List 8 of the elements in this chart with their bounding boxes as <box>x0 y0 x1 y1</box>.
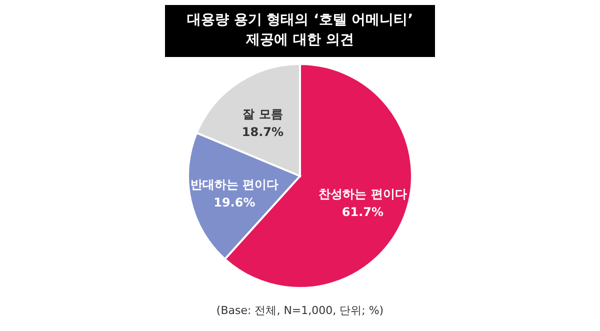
slice-label: 찬성하는 편이다 <box>318 187 407 202</box>
slice-label: 반대하는 편이다 <box>190 178 279 192</box>
text: (Base: 전체, N=1,000, 단위; %) <box>216 304 384 317</box>
data-label: 19.6% <box>214 196 256 210</box>
chart-title: 대용량 용기 형태의 ‘호텔 어메니티’ 제공에 대한 의견 <box>186 12 414 48</box>
slice-label: 잘 모름 <box>242 107 283 122</box>
data-label: 61.7% <box>342 205 384 220</box>
data-label: 18.7% <box>242 125 284 140</box>
